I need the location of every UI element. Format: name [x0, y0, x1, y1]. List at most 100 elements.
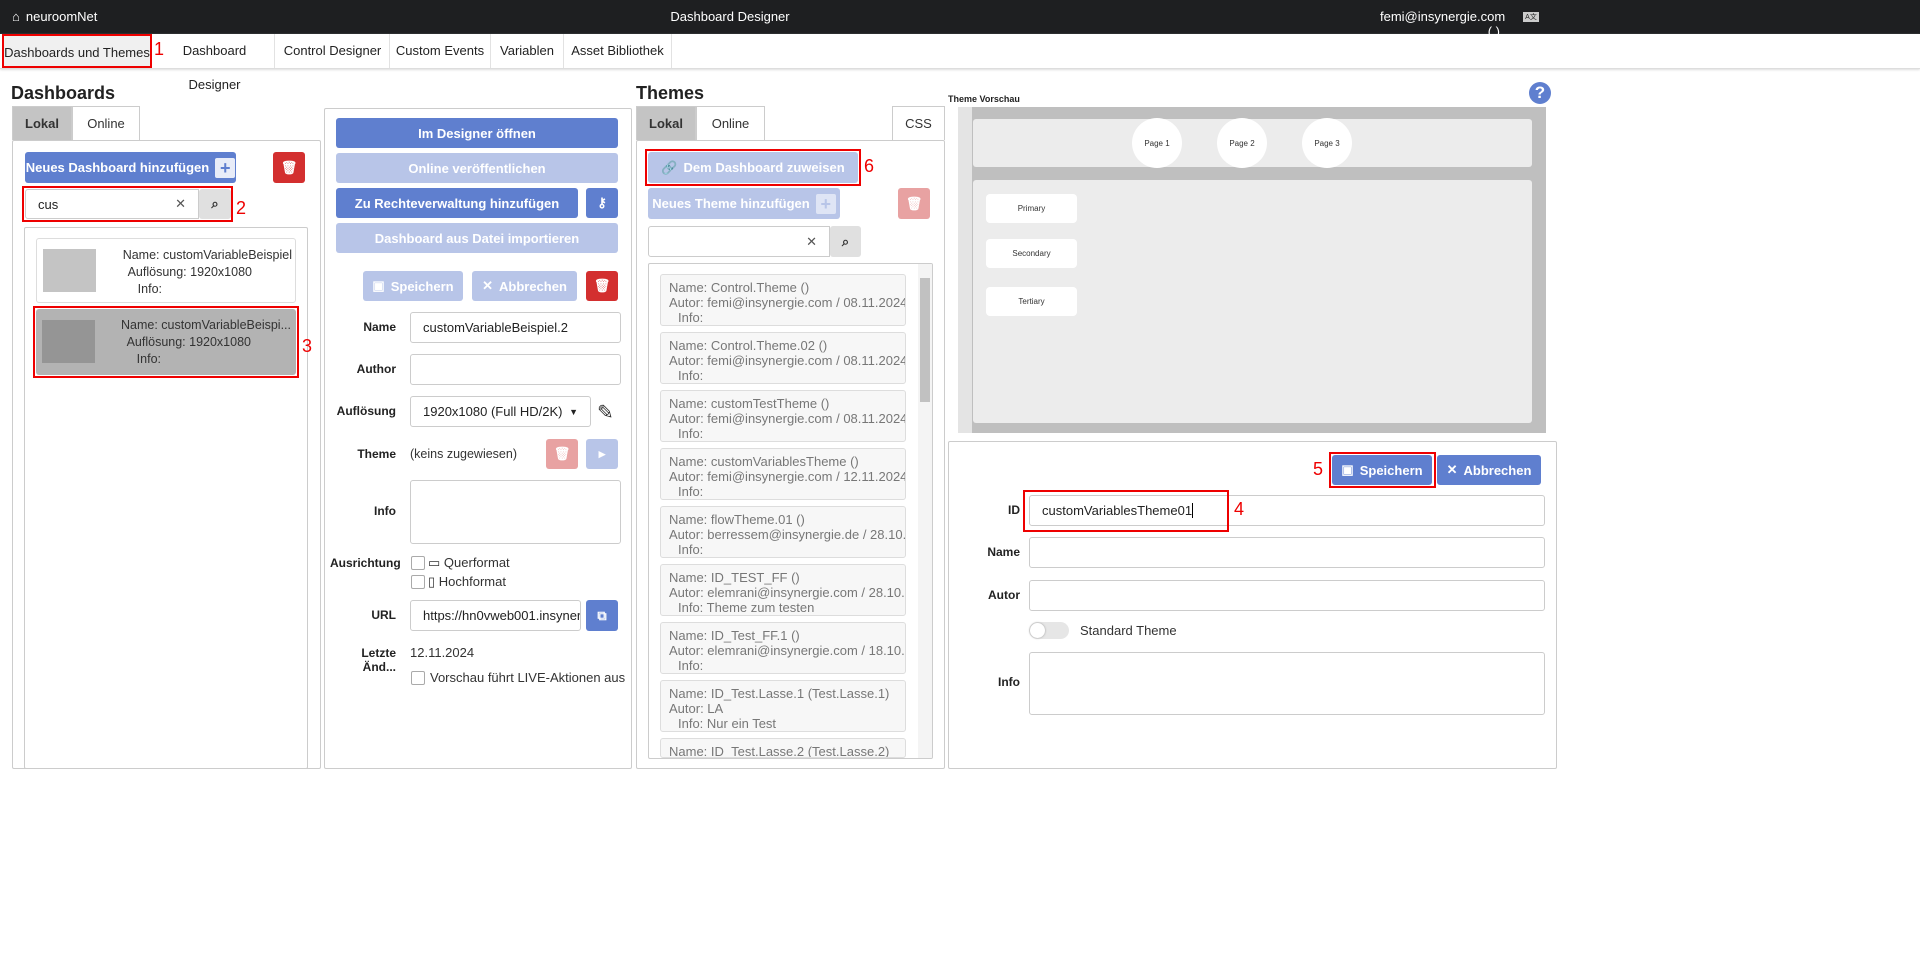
tab-dashboards-und-themes[interactable]: Dashboards und Themes — [2, 34, 152, 68]
tab-online[interactable]: Online — [72, 106, 140, 140]
tab-dashboard-designer[interactable]: Dashboard Designer — [155, 34, 275, 92]
themes-tab-css[interactable]: CSS — [892, 106, 945, 140]
preview-label: Theme Vorschau — [948, 94, 1020, 104]
portrait-label: ▯ Hochformat — [428, 574, 506, 590]
themes-tab-lokal[interactable]: Lokal — [636, 106, 696, 140]
trash-icon: 🗑 — [593, 278, 611, 293]
assign-highlight — [645, 149, 861, 186]
goto-theme-button[interactable]: ▸ — [586, 439, 618, 469]
save-button[interactable]: ▣ Speichern — [363, 271, 463, 301]
key-button[interactable]: ⚷ — [586, 188, 618, 218]
themes-tab-online[interactable]: Online — [696, 106, 765, 140]
trash-icon: 🗑 — [280, 159, 298, 175]
theme-list-item[interactable]: Name: customVariablesTheme () Autor: femi… — [660, 448, 906, 500]
theme-item-info: Info: — [678, 426, 704, 441]
theme-list-item[interactable]: Name: Control.Theme () Autor: femi@insyne… — [660, 274, 906, 326]
annotation-3: 3 — [302, 336, 313, 356]
add-rights-button[interactable]: Zu Rechteverwaltung hinzufügen — [336, 188, 578, 218]
resolution-select[interactable]: 1920x1080 (Full HD/2K) ▼ — [410, 396, 591, 427]
theme-save-button[interactable]: ▣ Speichern — [1332, 455, 1432, 485]
theme-item-info: Info: — [678, 310, 704, 325]
theme-search-input[interactable]: ✕ — [648, 226, 830, 257]
theme-cancel-label: Abbrechen — [1463, 462, 1532, 478]
tab-lokal[interactable]: Lokal — [12, 106, 72, 140]
theme-item-author: Autor: femi@insynergie.com / 08.11.2024 — [669, 353, 906, 368]
delete-dashboard-button[interactable]: 🗑 — [273, 152, 305, 183]
brand[interactable]: ⌂ neuroomNet — [12, 9, 97, 24]
open-designer-button[interactable]: Im Designer öffnen — [336, 118, 618, 148]
theme-list-item[interactable]: Name: ID_Test.Lasse.2 (Test.Lasse.2) — [660, 738, 906, 758]
assign-label: Dem Dashboard zuweisen — [683, 160, 845, 175]
landscape-text: Querformat — [443, 555, 510, 570]
theme-list-item[interactable]: Name: flowTheme.01 () Autor: berressem@in… — [660, 506, 906, 558]
clear-icon[interactable]: ✕ — [175, 196, 186, 211]
trash-icon: 🗑 — [905, 195, 923, 211]
search-highlight — [22, 186, 233, 222]
annotation-4: 4 — [1234, 499, 1245, 519]
theme-list-item[interactable]: Name: ID_TEST_FF () Autor: elemrani@insyn… — [660, 564, 906, 616]
standard-theme-toggle[interactable] — [1029, 622, 1069, 639]
theme-info-textarea[interactable] — [1029, 652, 1545, 715]
portrait-checkbox[interactable] — [411, 575, 425, 589]
publish-online-button[interactable]: Online veröffentlichen — [336, 153, 618, 183]
theme-item-name: Name: ID_Test_FF.1 () — [669, 628, 800, 643]
theme-item-author: Autor: femi@insynergie.com / 08.11.2024 — [669, 411, 906, 426]
theme-cancel-button[interactable]: ✕ Abbrechen — [1437, 455, 1541, 485]
clear-icon[interactable]: ✕ — [806, 233, 817, 249]
url-input[interactable]: https://hn0vweb001.insynergie — [410, 600, 581, 631]
translate-icon[interactable]: A文 — [1523, 12, 1539, 22]
plus-icon: + — [815, 193, 836, 214]
preview-secondary-button: Secondary — [986, 239, 1077, 268]
user-menu[interactable]: femi@insynergie.com ( ) — [1380, 9, 1506, 39]
cancel-button[interactable]: ✕ Abbrechen — [472, 271, 577, 301]
save-label: Speichern — [390, 278, 454, 294]
author-input[interactable] — [410, 354, 621, 385]
scrollbar-thumb[interactable] — [920, 278, 930, 402]
add-theme-button[interactable]: Neues Theme hinzufügen + — [648, 188, 840, 219]
tab-control-designer[interactable]: Control Designer — [276, 34, 390, 68]
dashboard-list-item[interactable]: Name: customVariableBeispiel Auflösung: 1… — [36, 238, 296, 303]
theme-author-input[interactable] — [1029, 580, 1545, 611]
delete-theme-button[interactable]: 🗑 — [898, 188, 930, 219]
theme-item-name: Name: customVariablesTheme () — [669, 454, 859, 469]
scrollbar[interactable] — [918, 264, 932, 758]
dashboard-search-input[interactable]: cus ✕ — [25, 189, 199, 219]
tab-variablen[interactable]: Variablen — [491, 34, 564, 68]
theme-item-info: Info: Nur ein Test — [678, 716, 777, 731]
portrait-text: Hochformat — [438, 574, 506, 589]
delete-button[interactable]: 🗑 — [586, 271, 618, 301]
search-button[interactable]: ⌕ — [199, 189, 231, 219]
item-name: Name: customVariableBeispi... — [121, 318, 291, 332]
theme-list-item[interactable]: Name: ID_Test_FF.1 () Autor: elemrani@ins… — [660, 622, 906, 674]
search-value: cus — [38, 196, 59, 212]
remove-theme-button[interactable]: 🗑 — [546, 439, 578, 469]
theme-list-item[interactable]: Name: customTestTheme () Autor: femi@insy… — [660, 390, 906, 442]
theme-search-button[interactable]: ⌕ — [830, 226, 861, 257]
edit-icon[interactable]: ✎ — [597, 402, 614, 424]
id-value: customVariablesTheme01 — [1042, 503, 1193, 518]
theme-list-item[interactable]: Name: ID_Test.Lasse.1 (Test.Lasse.1) Auto… — [660, 680, 906, 732]
dashboard-list-item-selected[interactable]: Name: customVariableBeispi... Auflösung: … — [36, 309, 296, 375]
preview-primary-button: Primary — [986, 194, 1077, 223]
theme-list-item[interactable]: Name: Control.Theme.02 () Autor: femi@ins… — [660, 332, 906, 384]
info-textarea[interactable] — [410, 480, 621, 544]
assign-theme-button[interactable]: 🔗 Dem Dashboard zuweisen — [648, 152, 858, 183]
brand-label: neuroomNet — [25, 9, 98, 24]
tab-asset-bibliothek[interactable]: Asset Bibliothek — [564, 34, 672, 68]
import-file-button[interactable]: Dashboard aus Datei importieren — [336, 223, 618, 253]
name-label: Name — [363, 320, 396, 334]
id-input[interactable]: customVariablesTheme01 — [1029, 495, 1545, 526]
landscape-checkbox[interactable] — [411, 556, 425, 570]
live-actions-checkbox[interactable] — [411, 671, 425, 685]
theme-item-info: Info: — [678, 484, 704, 499]
author-label: Author — [356, 362, 396, 376]
save-icon: ▣ — [372, 278, 385, 293]
theme-item-name: Name: ID_Test.Lasse.2 (Test.Lasse.2) — [669, 744, 890, 758]
theme-name-input[interactable] — [1029, 537, 1545, 568]
tab-custom-events[interactable]: Custom Events — [390, 34, 491, 68]
help-icon[interactable]: ? — [1529, 82, 1551, 104]
annotation-2: 2 — [236, 198, 247, 218]
name-input[interactable]: customVariableBeispiel.2 — [410, 312, 621, 343]
copy-url-button[interactable]: ⧉ — [586, 600, 618, 631]
add-dashboard-button[interactable]: Neues Dashboard hinzufügen + — [25, 152, 236, 183]
